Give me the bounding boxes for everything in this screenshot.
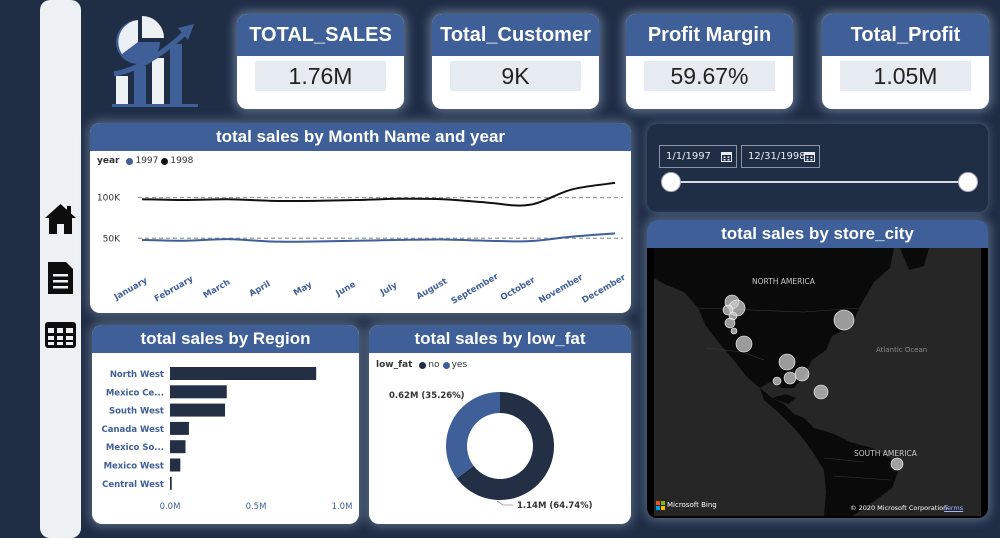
line-chart-legend: year 1997 1998 — [97, 156, 193, 166]
kpi-card-total-sales: TOTAL_SALES 1.76M — [237, 14, 404, 109]
bar-2[interactable] — [170, 403, 226, 417]
kpi-title: Total_Profit — [822, 14, 989, 56]
x-tick-label: June — [334, 280, 358, 300]
y-category-label: South West — [109, 407, 164, 417]
date-slider-start-handle[interactable] — [661, 172, 681, 192]
microsoft-logo-icon — [656, 501, 665, 510]
x-tick-label: July — [378, 280, 400, 298]
kpi-card-total-profit: Total_Profit 1.05M — [822, 14, 989, 109]
donut-chart-panel: total sales by low_fat low_fat no yes 0.… — [369, 325, 631, 524]
y-category-label: North West — [110, 370, 164, 380]
y-category-label: Mexico West — [104, 462, 164, 472]
bar-3[interactable] — [170, 421, 189, 435]
kpi-value: 9K — [450, 61, 581, 91]
calendar-icon[interactable] — [804, 151, 815, 162]
x-tick-label: November — [537, 272, 585, 306]
date-slider-end-handle[interactable] — [958, 172, 978, 192]
donut-chart-legend: low_fat no yes — [376, 360, 467, 370]
bar-1[interactable] — [170, 385, 227, 399]
y-tick-label: 50K — [103, 234, 121, 244]
map-copyright: © 2020 Microsoft Corporation — [850, 504, 948, 512]
kpi-card-total-customer: Total_Customer 9K — [432, 14, 599, 109]
kpi-title: TOTAL_SALES — [237, 14, 404, 56]
donut-slice-no[interactable] — [456, 392, 554, 500]
y-category-label: Mexico Ce... — [106, 388, 164, 398]
kpi-title: Profit Margin — [626, 14, 793, 56]
x-tick-label: March — [202, 278, 233, 301]
legend-item-no[interactable]: no — [428, 360, 440, 370]
x-tick-label: 0.0M — [160, 502, 181, 512]
bar-chart-panel: total sales by Region North West Mexico C… — [92, 325, 359, 524]
donut-slice-yes[interactable] — [446, 392, 500, 479]
series-line-1998[interactable] — [141, 181, 616, 207]
donut-label-yes: 0.62M (35.26%) — [389, 391, 465, 401]
y-category-label: Canada West — [101, 425, 164, 435]
end-date-value: 12/31/1998 — [748, 151, 806, 162]
legend-dot-1997 — [126, 157, 134, 165]
bar-0[interactable] — [170, 367, 317, 380]
calendar-icon[interactable] — [721, 151, 732, 162]
bar-4[interactable] — [170, 440, 186, 454]
date-slider-track[interactable] — [671, 181, 968, 183]
kpi-title: Total_Customer — [432, 14, 599, 56]
leader-line — [453, 394, 464, 402]
x-tick-label: December — [580, 272, 628, 305]
world-map[interactable]: NORTH AMERICA Atlantic Ocean SOUTH AMERI… — [654, 248, 981, 516]
bar-6[interactable] — [170, 476, 172, 490]
bing-label: Microsoft Bing — [667, 501, 717, 509]
x-tick-label: February — [153, 274, 196, 304]
legend-item-1997[interactable]: 1997 — [135, 156, 159, 166]
legend-title: year — [97, 156, 120, 166]
map-title: total sales by store_city — [647, 220, 988, 248]
bar-5[interactable] — [170, 458, 181, 472]
x-tick-label: April — [248, 279, 273, 299]
x-tick-label: October — [499, 275, 538, 303]
kpi-card-profit-margin: Profit Margin 59.67% — [626, 14, 793, 109]
x-tick-label: January — [112, 276, 150, 304]
legend-dot-yes — [442, 361, 450, 369]
y-tick-label: 100K — [97, 194, 121, 204]
bar-chart-plot[interactable]: North West Mexico Ce... South West Canada W… — [92, 353, 359, 524]
map-label-north-america: NORTH AMERICA — [752, 277, 816, 286]
kpi-value: 59.67% — [644, 61, 775, 91]
end-date-input[interactable]: 12/31/1998 — [741, 145, 820, 168]
legend-item-1998[interactable]: 1998 — [170, 156, 194, 166]
analytics-logo-icon — [112, 16, 198, 107]
map-panel: total sales by store_city — [647, 220, 988, 518]
y-category-label: Mexico So... — [106, 443, 164, 453]
kpi-value: 1.76M — [255, 61, 386, 91]
date-slicer-panel: 1/1/1997 12/31/1998 — [647, 124, 988, 212]
series-line-1997[interactable] — [141, 232, 616, 243]
bar-chart-title: total sales by Region — [92, 325, 359, 353]
legend-dot-1998 — [161, 157, 169, 165]
kpi-value: 1.05M — [840, 61, 971, 91]
donut-label-no: 1.14M (64.74%) — [517, 501, 593, 511]
map-label-south-america: SOUTH AMERICA — [854, 449, 918, 458]
x-tick-label: 1.0M — [332, 502, 353, 512]
line-chart-title: total sales by Month Name and year — [90, 123, 631, 151]
document-icon[interactable] — [44, 261, 77, 295]
map-label-atlantic: Atlantic Ocean — [876, 346, 927, 354]
x-tick-label: September — [450, 271, 501, 306]
leader-line — [496, 500, 513, 506]
legend-title: low_fat — [376, 360, 413, 370]
donut-chart-title: total sales by low_fat — [369, 325, 631, 353]
line-chart-plot[interactable]: 50K 100K January February March April May June J… — [90, 151, 631, 313]
start-date-input[interactable]: 1/1/1997 — [659, 145, 737, 168]
x-tick-label: August — [415, 276, 449, 302]
y-category-label: Central West — [102, 480, 164, 490]
x-tick-label: May — [292, 280, 314, 299]
donut-chart-plot[interactable]: 0.62M (35.26%) 1.14M (64.74%) — [369, 353, 631, 524]
start-date-value: 1/1/1997 — [666, 151, 711, 162]
table-icon[interactable] — [44, 318, 77, 352]
line-chart-panel: total sales by Month Name and year year … — [90, 123, 631, 313]
legend-dot-no — [419, 361, 427, 369]
legend-item-yes[interactable]: yes — [451, 360, 468, 370]
home-icon[interactable] — [44, 202, 77, 236]
map-terms-link[interactable]: Terms — [944, 504, 964, 512]
x-tick-label: 0.5M — [246, 502, 267, 512]
